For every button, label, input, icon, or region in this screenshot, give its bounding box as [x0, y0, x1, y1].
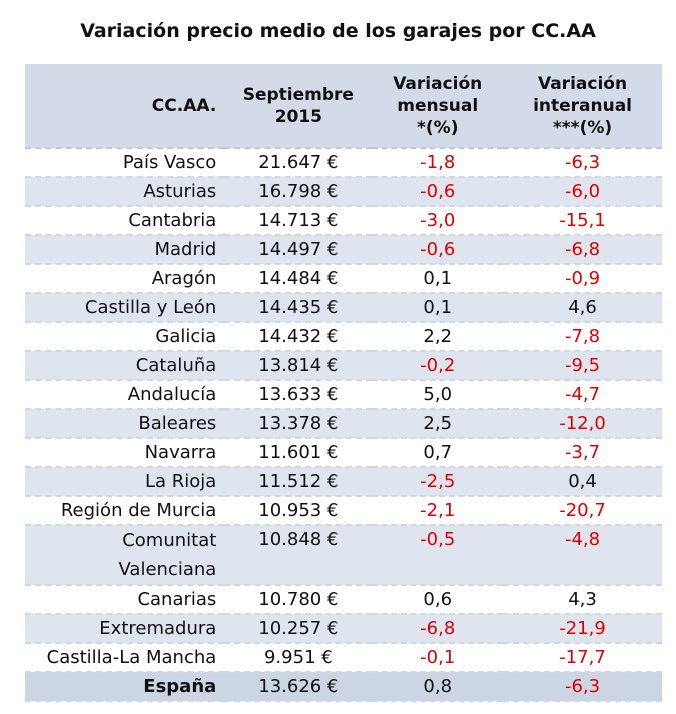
- table-row: Asturias 16.798 € -0,6 -6,0: [25, 177, 662, 207]
- yearly-variation-cell: -9,5: [503, 351, 662, 381]
- region-name: Cantabria: [25, 206, 225, 236]
- yearly-variation-cell: -6,3: [503, 148, 662, 178]
- region-name: Galicia: [25, 322, 225, 352]
- price-cell: 10.780 €: [224, 585, 373, 615]
- header-variacion-mensual: Variación mensual *(%): [372, 64, 504, 149]
- price-cell: 21.647 €: [224, 148, 373, 178]
- region-name: Madrid: [25, 235, 225, 265]
- price-cell: 10.953 €: [224, 496, 373, 526]
- yearly-variation-cell: -6,0: [503, 177, 662, 207]
- monthly-variation-cell: -0,6: [372, 235, 504, 265]
- region-name: Castilla y León: [25, 293, 225, 323]
- region-name: Navarra: [25, 438, 225, 468]
- price-cell: 14.497 €: [224, 235, 373, 265]
- table-title: Variación precio medio de los garajes po…: [80, 20, 596, 42]
- yearly-variation-cell: -15,1: [503, 206, 662, 236]
- table-row: Andalucía 13.633 €5,0 -4,7: [25, 380, 662, 410]
- monthly-variation-cell: 2,2: [372, 322, 504, 352]
- price-cell: 13.814 €: [224, 351, 373, 381]
- yearly-variation-cell: 4,6: [503, 293, 662, 323]
- yearly-variation-cell: -12,0: [503, 409, 662, 439]
- region-name: Aragón: [25, 264, 225, 294]
- table-row: Aragón 14.484 €0,1 -0,9: [25, 264, 662, 294]
- monthly-variation-cell: -0,5: [372, 525, 504, 586]
- table-row: Galicia 14.432 €2,2 -7,8: [25, 322, 662, 352]
- price-cell: 11.601 €: [224, 438, 373, 468]
- yearly-variation-cell: -4,8: [503, 525, 662, 586]
- price-cell: 9.951 €: [224, 643, 373, 673]
- region-name: Región de Murcia: [25, 496, 225, 526]
- monthly-variation-cell: 0,1: [372, 293, 504, 323]
- region-name: Andalucía: [25, 380, 225, 410]
- monthly-variation-cell: -0,1: [372, 643, 504, 673]
- table-row: Comunitat Valenciana 10.848 € -0,5 -4,8: [25, 525, 662, 586]
- monthly-variation-cell: -0,2: [372, 351, 504, 381]
- yearly-variation-cell: -17,7: [503, 643, 662, 673]
- monthly-variation-cell: 0,6: [372, 585, 504, 615]
- price-cell: 13.626 €: [224, 672, 373, 702]
- yearly-variation-cell: 0,4: [503, 467, 662, 497]
- monthly-variation-cell: -0,6: [372, 177, 504, 207]
- region-name: País Vasco: [25, 148, 225, 178]
- region-name: Asturias: [25, 177, 225, 207]
- yearly-variation-cell: -3,7: [503, 438, 662, 468]
- table-row: Región de Murcia 10.953 € -2,1 -20,7: [25, 496, 662, 526]
- table-row: País Vasco 21.647 € -1,8 -6,3: [25, 148, 662, 178]
- price-cell: 14.432 €: [224, 322, 373, 352]
- price-cell: 14.713 €: [224, 206, 373, 236]
- price-cell: 10.257 €: [224, 614, 373, 644]
- header-variacion-interanual: Variación interanual ***(%): [503, 64, 662, 149]
- yearly-variation-cell: -0,9: [503, 264, 662, 294]
- table-row: Madrid 14.497 € -0,6 -6,8: [25, 235, 662, 265]
- header-septiembre-2015: Septiembre 2015: [224, 64, 373, 149]
- monthly-variation-cell: 0,8: [372, 672, 504, 702]
- table-row: Canarias 10.780 €0,6 4,3: [25, 585, 662, 615]
- data-table: CC.AA. Septiembre 2015 Variación mensual…: [25, 64, 662, 702]
- table-row: Castilla y León 14.435 €0,1 4,6: [25, 293, 662, 323]
- monthly-variation-cell: -1,8: [372, 148, 504, 178]
- price-cell: 13.633 €: [224, 380, 373, 410]
- monthly-variation-cell: -6,8: [372, 614, 504, 644]
- region-name: España: [25, 672, 225, 702]
- monthly-variation-cell: -3,0: [372, 206, 504, 236]
- table-row: Cantabria 14.713 € -3,0 -15,1: [25, 206, 662, 236]
- yearly-variation-cell: -6,3: [503, 672, 662, 702]
- header-row: CC.AA. Septiembre 2015 Variación mensual…: [25, 64, 662, 149]
- table-row: Castilla-La Mancha 9.951 € -0,1 -17,7: [25, 643, 662, 673]
- price-cell: 14.484 €: [224, 264, 373, 294]
- monthly-variation-cell: -2,5: [372, 467, 504, 497]
- yearly-variation-cell: -6,8: [503, 235, 662, 265]
- table-row: Baleares 13.378 €2,5 -12,0: [25, 409, 662, 439]
- price-cell: 11.512 €: [224, 467, 373, 497]
- region-name: Cataluña: [25, 351, 225, 381]
- yearly-variation-cell: -20,7: [503, 496, 662, 526]
- yearly-variation-cell: -21,9: [503, 614, 662, 644]
- region-name: Comunitat Valenciana: [25, 525, 225, 586]
- region-name: Extremadura: [25, 614, 225, 644]
- table-row: Extremadura 10.257 € -6,8 -21,9: [25, 614, 662, 644]
- table-row: Cataluña 13.814 € -0,2 -9,5: [25, 351, 662, 381]
- table-row: España 13.626 €0,8 -6,3: [25, 672, 662, 702]
- monthly-variation-cell: 2,5: [372, 409, 504, 439]
- monthly-variation-cell: 0,7: [372, 438, 504, 468]
- monthly-variation-cell: 0,1: [372, 264, 504, 294]
- region-name: Baleares: [25, 409, 225, 439]
- price-cell: 16.798 €: [224, 177, 373, 207]
- yearly-variation-cell: -4,7: [503, 380, 662, 410]
- table-row: La Rioja 11.512 € -2,5 0,4: [25, 467, 662, 497]
- header-ccaa: CC.AA.: [25, 64, 225, 149]
- region-name: Canarias: [25, 585, 225, 615]
- region-name: Castilla-La Mancha: [25, 643, 225, 673]
- price-cell: 13.378 €: [224, 409, 373, 439]
- yearly-variation-cell: 4,3: [503, 585, 662, 615]
- table-row: Navarra 11.601 €0,7 -3,7: [25, 438, 662, 468]
- region-name: La Rioja: [25, 467, 225, 497]
- price-cell: 14.435 €: [224, 293, 373, 323]
- yearly-variation-cell: -7,8: [503, 322, 662, 352]
- price-cell: 10.848 €: [224, 525, 373, 586]
- monthly-variation-cell: 5,0: [372, 380, 504, 410]
- monthly-variation-cell: -2,1: [372, 496, 504, 526]
